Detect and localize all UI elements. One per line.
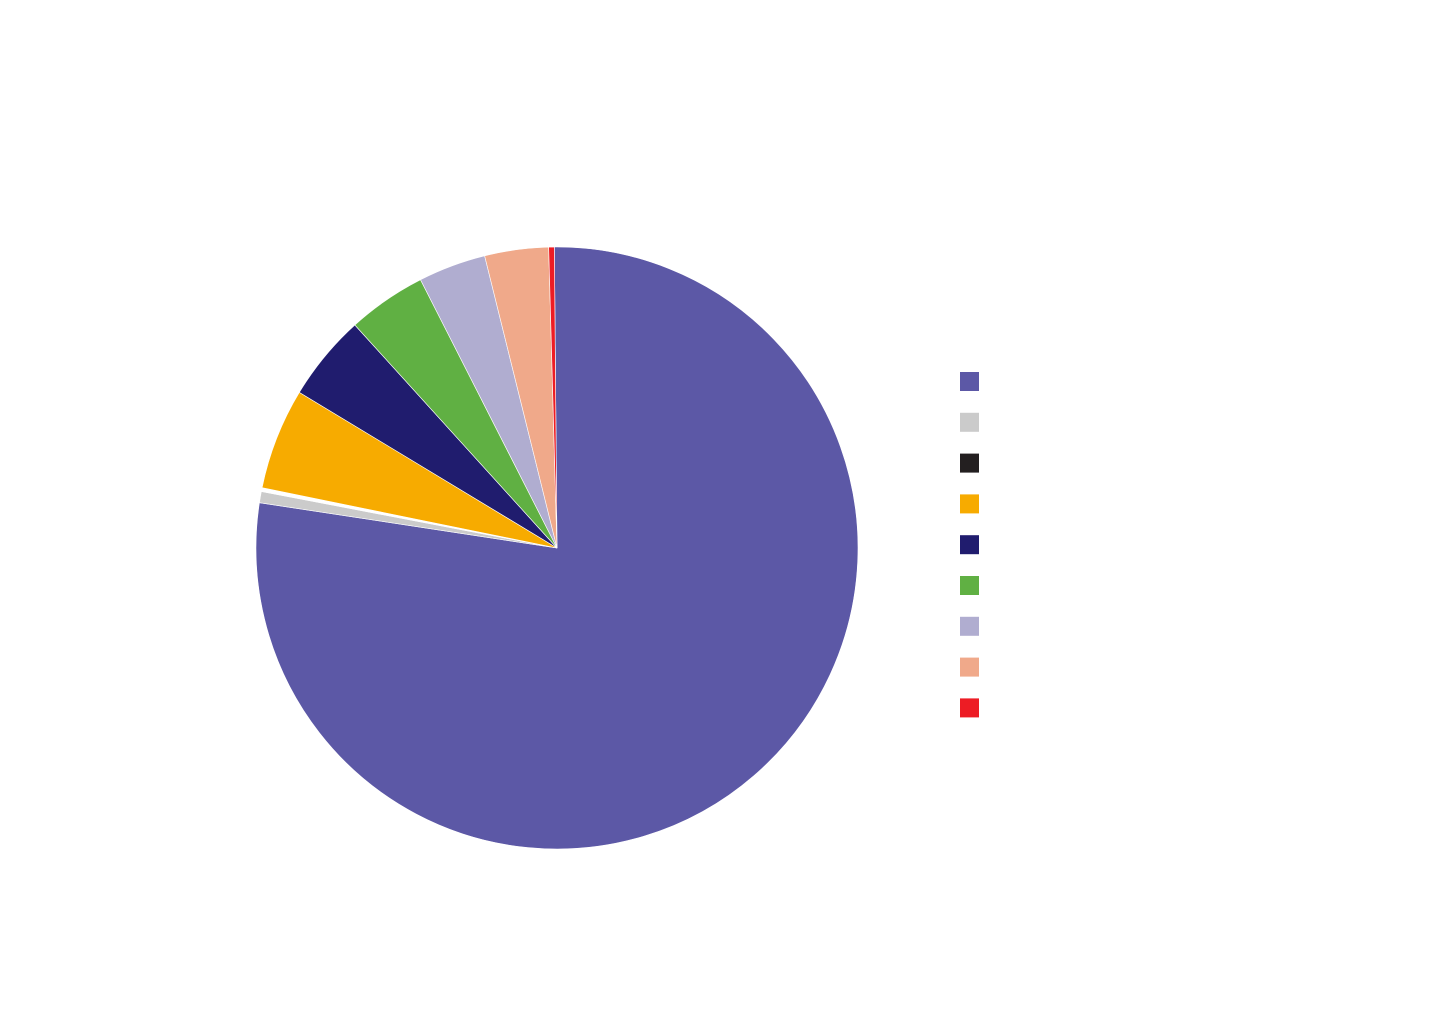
legend-swatch-5 — [960, 535, 979, 555]
legend-swatch-3 — [960, 453, 979, 473]
legend — [960, 372, 979, 718]
legend-swatch-9 — [960, 698, 979, 718]
pie-slices — [255, 246, 859, 850]
pie-slice-9 — [548, 246, 558, 549]
legend-swatch-4 — [960, 494, 979, 514]
legend-swatch-6 — [960, 576, 979, 595]
legend-swatch-1 — [960, 372, 979, 391]
legend-swatch-8 — [960, 657, 979, 677]
legend-swatch-2 — [960, 412, 979, 432]
legend-swatch-7 — [960, 616, 979, 636]
